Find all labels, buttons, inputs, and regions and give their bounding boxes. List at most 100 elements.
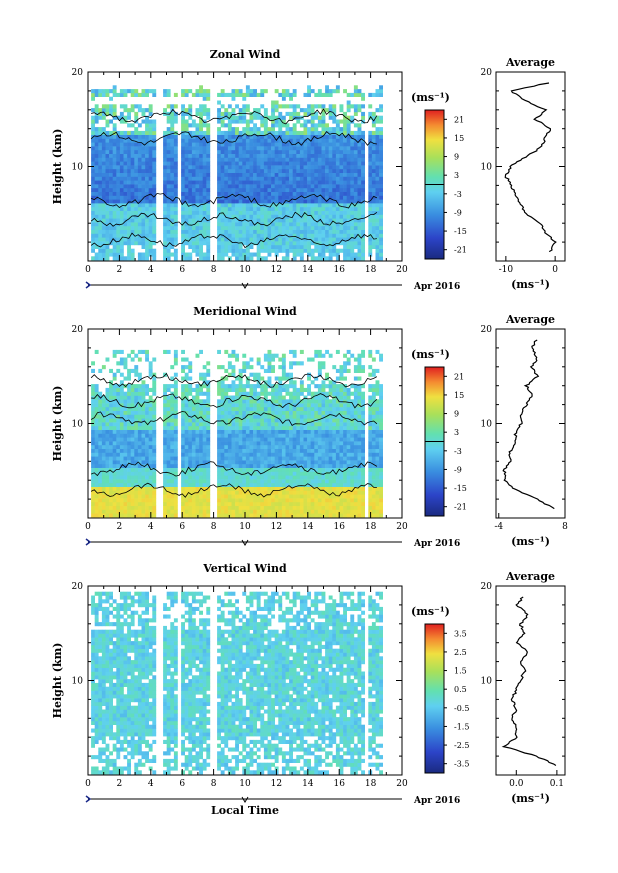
- heatmap-cell: [206, 384, 211, 389]
- heatmap-cell: [202, 513, 207, 518]
- heatmap-cell: [368, 225, 373, 230]
- heatmap-cell: [134, 513, 139, 518]
- heatmap-cell: [303, 123, 308, 128]
- heatmap-cell: [137, 172, 142, 177]
- heatmap-cell: [238, 199, 243, 204]
- heatmap-cell: [134, 391, 139, 396]
- heatmap-cell: [343, 233, 347, 238]
- heatmap-cell: [137, 448, 142, 453]
- heatmap-cell: [249, 391, 254, 396]
- heatmap-cell: [163, 149, 167, 154]
- heatmap-cell: [245, 153, 250, 158]
- heatmap-cell: [119, 460, 124, 465]
- heatmap-cell: [123, 203, 128, 208]
- heatmap-cell: [227, 387, 232, 392]
- heatmap-cell: [224, 130, 229, 135]
- heatmap-cell: [292, 92, 297, 97]
- heatmap-cell: [173, 433, 178, 438]
- heatmap-cell: [249, 195, 254, 200]
- heatmap-cell: [199, 176, 203, 181]
- heatmap-cell: [317, 157, 322, 162]
- heatmap-cell: [242, 368, 247, 373]
- heatmap-cell: [195, 199, 200, 204]
- heatmap-cell: [235, 237, 239, 242]
- heatmap-cell: [260, 153, 265, 158]
- heatmap-cell: [299, 222, 304, 227]
- heatmap-cell: [375, 142, 380, 147]
- heatmap-cell: [281, 184, 286, 189]
- heatmap-cell: [98, 237, 103, 242]
- heatmap-cell: [235, 214, 239, 219]
- heatmap-cell: [109, 104, 113, 109]
- heatmap-cell: [346, 184, 351, 189]
- heatmap-cell: [184, 463, 189, 468]
- heatmap-cell: [368, 149, 373, 154]
- heatmap-cell: [191, 161, 196, 166]
- heatmap-cell: [220, 471, 225, 476]
- heatmap-cell: [116, 146, 121, 151]
- heatmap-cell: [267, 115, 272, 120]
- heatmap-cell: [271, 123, 275, 128]
- heatmap-cell: [105, 134, 110, 139]
- heatmap-cell: [361, 229, 365, 234]
- heatmap-cell: [253, 448, 257, 453]
- heatmap-cell: [231, 494, 236, 499]
- heatmap-cell: [191, 460, 196, 465]
- heatmap-cell: [343, 248, 347, 253]
- heatmap-cell: [224, 429, 229, 434]
- heatmap-cell: [130, 89, 135, 94]
- heatmap-cell: [181, 180, 185, 185]
- heatmap-cell: [253, 501, 257, 506]
- heatmap-cell: [274, 410, 279, 415]
- heatmap-cell: [314, 218, 319, 223]
- heatmap-cell: [109, 456, 113, 461]
- heatmap-cell: [235, 233, 239, 238]
- heatmap-cell: [328, 104, 333, 109]
- heatmap-cell: [321, 168, 326, 173]
- heatmap-cell: [188, 191, 193, 196]
- heatmap-cell: [271, 172, 275, 177]
- heatmap-cell: [173, 218, 178, 223]
- heatmap-cell: [307, 218, 311, 223]
- heatmap-cell: [217, 403, 221, 408]
- heatmap-cell: [217, 199, 221, 204]
- heatmap-cell: [242, 134, 247, 139]
- heatmap-cell: [199, 222, 203, 227]
- heatmap-cell: [350, 176, 355, 181]
- heatmap-cell: [152, 229, 157, 234]
- heatmap-cell: [256, 92, 261, 97]
- heatmap-cell: [231, 475, 236, 480]
- heatmap-cell: [195, 165, 200, 170]
- heatmap-cell: [253, 406, 257, 411]
- heatmap-cell: [91, 429, 95, 434]
- heatmap-cell: [231, 406, 236, 411]
- heatmap-cell: [274, 467, 279, 472]
- heatmap-cell: [134, 463, 139, 468]
- heatmap-cell: [116, 395, 121, 400]
- heatmap-cell: [289, 498, 293, 503]
- heatmap-cell: [206, 501, 211, 506]
- heatmap-cell: [166, 471, 171, 476]
- heatmap-cell: [332, 191, 337, 196]
- heatmap-cell: [116, 153, 121, 158]
- heatmap-cell: [321, 138, 326, 143]
- heatmap-cell: [296, 130, 301, 135]
- heatmap-cell: [101, 165, 106, 170]
- heatmap-cell: [263, 195, 268, 200]
- heatmap-cell: [353, 165, 358, 170]
- heatmap-cell: [328, 157, 333, 162]
- heatmap-cell: [202, 509, 207, 514]
- heatmap-cell: [224, 218, 229, 223]
- heatmap-cell: [166, 501, 171, 506]
- heatmap-cell: [188, 244, 193, 249]
- heatmap-cell: [339, 229, 344, 234]
- heatmap-cell: [105, 422, 110, 427]
- heatmap-cell: [317, 199, 322, 204]
- heatmap-cell: [184, 149, 189, 154]
- heatmap-cell: [148, 108, 153, 113]
- heatmap-cell: [134, 241, 139, 246]
- heatmap-cell: [227, 463, 232, 468]
- heatmap-cell: [148, 214, 153, 219]
- heatmap-cell: [109, 218, 113, 223]
- heatmap-cell: [242, 142, 247, 147]
